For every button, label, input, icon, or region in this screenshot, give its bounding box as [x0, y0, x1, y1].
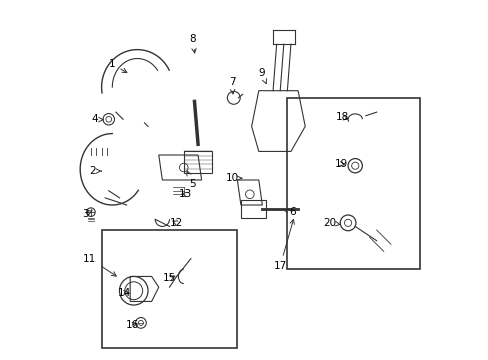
Text: 12: 12 [170, 218, 183, 228]
Text: 16: 16 [125, 320, 138, 330]
Text: 14: 14 [118, 288, 131, 297]
Text: 1: 1 [109, 59, 126, 73]
Text: 11: 11 [83, 253, 116, 276]
Bar [287, 98, 419, 269]
Text: 20: 20 [323, 218, 339, 228]
Text: 8: 8 [189, 34, 196, 53]
Text: 13: 13 [179, 189, 192, 199]
Text: 15: 15 [163, 273, 176, 283]
Text: 9: 9 [258, 68, 266, 84]
Bar [102, 230, 237, 348]
Text: 17: 17 [273, 220, 294, 271]
Text: 5: 5 [186, 171, 196, 189]
Text: 3: 3 [82, 209, 92, 219]
Text: 6: 6 [283, 207, 295, 217]
Text: 19: 19 [334, 159, 347, 169]
Text: 2: 2 [89, 166, 102, 176]
Text: 7: 7 [228, 77, 235, 94]
Text: 10: 10 [225, 173, 241, 183]
Text: 18: 18 [335, 112, 348, 122]
Text: 4: 4 [91, 114, 103, 124]
